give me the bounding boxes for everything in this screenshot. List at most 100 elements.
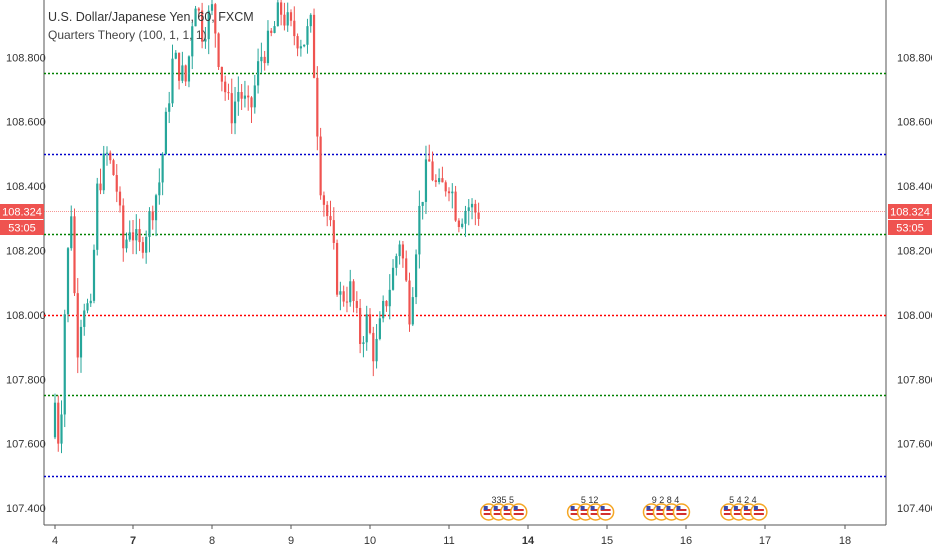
y-tick-label-left: 107.800 xyxy=(6,374,46,386)
candle-body xyxy=(118,191,122,206)
candle-body xyxy=(194,8,197,27)
candle-body xyxy=(457,220,460,227)
flag-canton xyxy=(646,506,651,510)
candle-body xyxy=(280,2,283,15)
flag-canton xyxy=(733,506,738,510)
candle-body xyxy=(474,203,477,213)
flag-stripe xyxy=(503,509,514,511)
countdown-badge-left xyxy=(0,220,44,235)
flag-stripe xyxy=(493,509,504,511)
candle-body xyxy=(464,210,467,224)
us-flag-icon[interactable] xyxy=(509,503,528,521)
flag-canton xyxy=(503,506,508,510)
candle-body xyxy=(293,20,296,37)
candle-body xyxy=(362,342,365,345)
candle-body xyxy=(266,30,270,64)
economic-event-flags[interactable]: 335 5 xyxy=(479,495,528,521)
flag-stripe xyxy=(570,513,581,515)
candle-body xyxy=(243,95,247,99)
y-tick-label-right: 108.000 xyxy=(897,310,932,322)
candle-body xyxy=(434,180,437,183)
candle-body xyxy=(329,216,332,221)
economic-event-flags[interactable]: 5 12 xyxy=(566,495,615,521)
candle-body xyxy=(299,46,302,49)
candle-body xyxy=(89,300,92,304)
candle-body xyxy=(250,97,253,108)
flag-stripe xyxy=(513,513,524,515)
candle-body xyxy=(237,92,240,102)
flag-stripe xyxy=(753,513,764,515)
candle-body xyxy=(368,314,372,333)
x-tick-label: 11 xyxy=(443,535,454,547)
us-flag-icon[interactable] xyxy=(750,503,768,521)
candle-body xyxy=(102,153,105,191)
price-badge-value: 108.324 xyxy=(890,207,930,219)
flag-stripe xyxy=(600,513,611,515)
candle-body xyxy=(477,212,480,219)
candle-body xyxy=(312,14,316,78)
flag-stripe xyxy=(493,513,504,515)
candle-body xyxy=(99,183,102,191)
candle-body xyxy=(184,65,187,82)
candle-body xyxy=(375,338,378,362)
candle-body xyxy=(214,4,217,34)
candle-body xyxy=(408,280,411,325)
flag-canton xyxy=(666,506,671,510)
candle-body xyxy=(296,36,299,49)
candle-body xyxy=(181,65,184,81)
x-tick-label: 4 xyxy=(52,535,58,547)
flag-stripe xyxy=(580,513,591,515)
candle-body xyxy=(66,248,70,315)
economic-event-flags[interactable]: 5 4 2 4 xyxy=(720,495,768,521)
event-label: 335 5 xyxy=(491,495,514,505)
candle-body xyxy=(349,281,352,303)
candle-body xyxy=(70,216,73,249)
candle-body xyxy=(79,326,83,358)
candle-body xyxy=(303,44,306,47)
candle-body xyxy=(125,239,128,249)
candle-body xyxy=(451,191,454,194)
flag-stripe xyxy=(676,513,687,515)
candle-body xyxy=(283,14,286,26)
flag-canton xyxy=(483,506,488,510)
countdown-badge-value: 53:05 xyxy=(8,223,36,235)
candle-body xyxy=(414,254,418,298)
price-badge-left xyxy=(0,204,44,219)
x-tick-label: 14 xyxy=(522,535,535,547)
x-tick-label: 15 xyxy=(601,535,613,547)
candle-body xyxy=(57,402,60,444)
candle-body xyxy=(168,103,171,112)
candle-body xyxy=(135,229,138,241)
us-flag-icon[interactable] xyxy=(596,503,615,521)
candle-body xyxy=(131,232,135,241)
y-tick-label-left: 108.200 xyxy=(6,246,46,258)
economic-event-flags[interactable]: 9 2 8 4 xyxy=(642,495,691,521)
indicator-legend[interactable]: Quarters Theory (100, 1, 1, 1) xyxy=(48,28,207,42)
candle-body xyxy=(470,203,474,208)
y-tick-label-left: 108.400 xyxy=(6,181,46,193)
flag-stripe xyxy=(483,513,494,515)
y-tick-label-left: 107.600 xyxy=(6,439,46,451)
x-tick-label: 10 xyxy=(364,535,376,547)
candle-body xyxy=(115,175,118,192)
flag-stripe xyxy=(646,509,657,511)
flag-stripe xyxy=(666,509,677,511)
candle-body xyxy=(224,81,227,93)
candle-body xyxy=(332,220,335,243)
flag-stripe xyxy=(723,509,734,511)
candle-body xyxy=(96,183,99,250)
flag-stripe xyxy=(503,513,514,515)
candle-body xyxy=(109,152,112,161)
us-flag-icon[interactable] xyxy=(672,503,691,521)
candle-body xyxy=(210,4,214,11)
symbol-title: U.S. Dollar/Japanese Yen, 60, FXCM xyxy=(48,10,254,24)
candle-body xyxy=(151,211,154,221)
candle-body xyxy=(385,300,388,307)
candle-body xyxy=(240,92,243,99)
candle-body xyxy=(276,2,279,27)
candle-body xyxy=(401,244,405,259)
candle-body xyxy=(92,249,96,301)
flag-stripe xyxy=(733,513,744,515)
